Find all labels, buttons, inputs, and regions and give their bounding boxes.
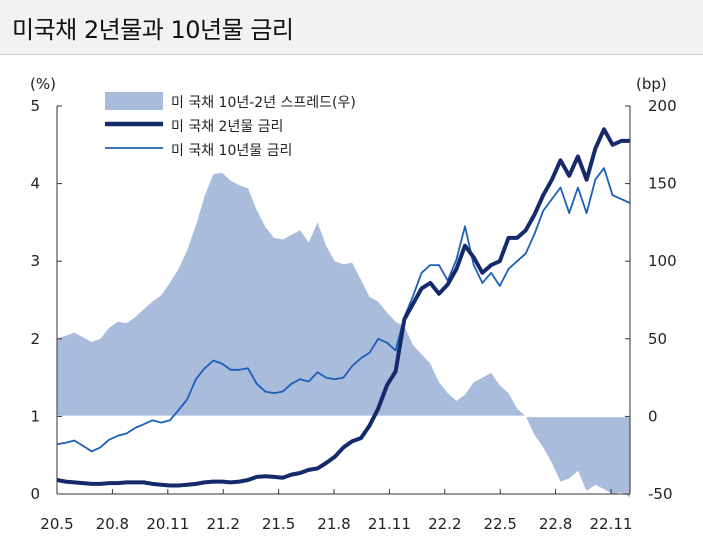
left-tick-label: 5 [30, 97, 40, 115]
left-tick-label: 4 [30, 175, 40, 193]
left-tick-label: 1 [30, 407, 40, 425]
right-tick-label: 200 [648, 97, 677, 115]
right-tick-label: -50 [648, 485, 673, 503]
page-title: 미국채 2년물과 10년물 금리 [12, 16, 294, 44]
legend-label: 미 국채 10년물 금리 [171, 143, 292, 159]
right-tick-label: 50 [648, 330, 667, 348]
legend-swatch-spread [105, 92, 163, 110]
x-tick-label: 20.8 [96, 515, 129, 533]
legend-label: 미 국채 2년물 금리 [171, 119, 283, 135]
x-tick-label: 20.5 [40, 515, 73, 533]
two-year-line [56, 127, 630, 488]
x-tick-label: 22.2 [428, 515, 461, 533]
x-tick-label: 22.5 [483, 515, 516, 533]
right-unit-label: (bp) [636, 75, 667, 93]
right-tick-label: 150 [648, 175, 677, 193]
x-tick-label: 21.2 [206, 515, 239, 533]
left-tick-label: 2 [30, 330, 40, 348]
x-tick-label: 21.5 [262, 515, 295, 533]
legend: 미 국채 10년-2년 스프레드(우) 미 국채 2년물 금리미 국채 10년물 … [105, 92, 356, 159]
x-tick-label: 22.8 [539, 515, 572, 533]
x-tick-label: 21.11 [368, 515, 411, 533]
left-tick-label: 0 [30, 485, 40, 503]
x-tick-label: 20.11 [146, 515, 189, 533]
x-tick-label: 21.8 [317, 515, 350, 533]
x-tick-label: 22.11 [590, 515, 633, 533]
axes-layer: 0 1 2 3 4 5 -50 0 50 100 150 200 (%) (bp) 20.5 20.8 20.1… [30, 75, 677, 533]
legend-label: 미 국채 10년-2년 스프레드(우) [171, 95, 356, 111]
title-bar: 미국채 2년물과 10년물 금리 [0, 0, 703, 55]
chart: 0 1 2 3 4 5 -50 0 50 100 150 200 (%) (bp) 20.5 20.8 20.1… [30, 75, 677, 533]
ten-year-line [56, 167, 631, 453]
right-tick-label: 100 [648, 252, 677, 270]
left-unit-label: (%) [30, 75, 56, 93]
right-tick-label: 0 [648, 407, 658, 425]
left-tick-label: 3 [30, 252, 40, 270]
lines-layer [56, 127, 631, 488]
